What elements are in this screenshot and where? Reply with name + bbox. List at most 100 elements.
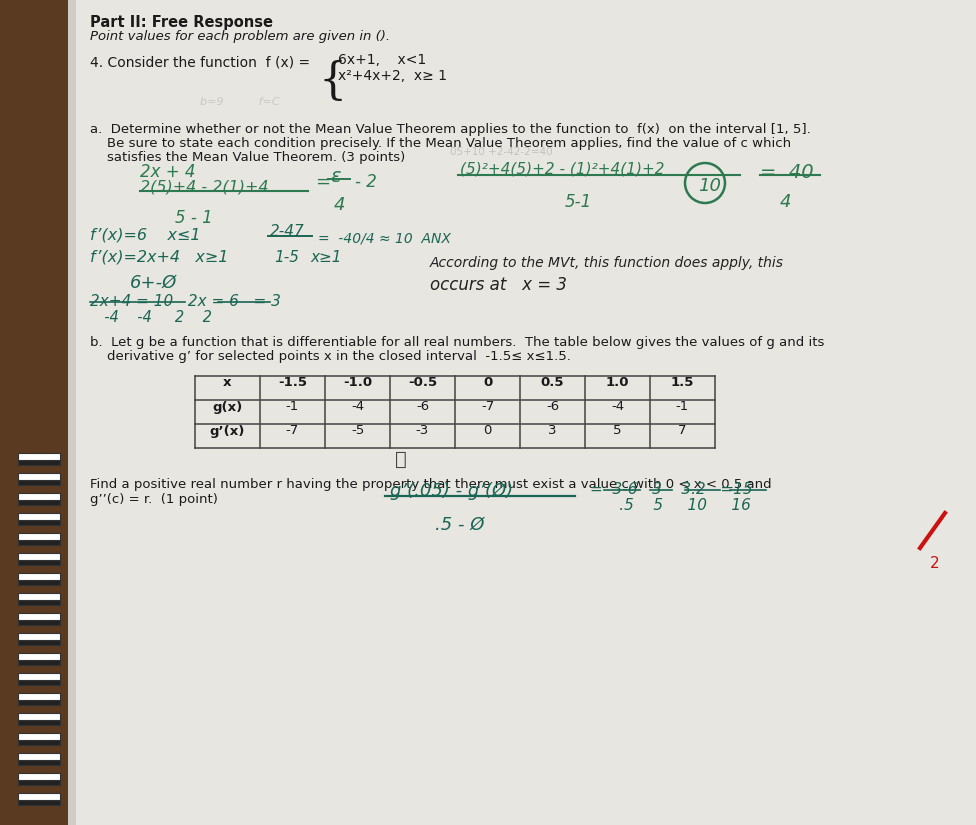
Bar [18, 700, 60, 705]
Text: b.  Let g be a function that is differentiable for all real numbers.  The table : b. Let g be a function that is different… [90, 336, 825, 349]
Bar [18, 453, 60, 465]
Text: -7: -7 [481, 400, 494, 413]
Text: Find a positive real number r having the property that there must exist a value : Find a positive real number r having the… [90, 478, 772, 491]
Bar [18, 520, 60, 525]
Text: =  40: = 40 [760, 163, 814, 182]
Bar [68, 0, 76, 825]
Bar [18, 473, 60, 485]
Text: - 2: - 2 [355, 173, 377, 191]
Text: -1.0: -1.0 [343, 376, 372, 389]
Text: x: x [224, 376, 231, 389]
Bar [18, 640, 60, 645]
Text: -3: -3 [416, 425, 429, 437]
Text: 0: 0 [483, 376, 492, 389]
Bar [18, 633, 60, 645]
Bar [18, 620, 60, 625]
Bar [18, 693, 60, 705]
Text: 4. Consider the function  f (x) =: 4. Consider the function f (x) = [90, 55, 310, 69]
Text: 5: 5 [613, 425, 622, 437]
Text: 1.0: 1.0 [606, 376, 630, 389]
Text: f’(x)=6    x≤1: f’(x)=6 x≤1 [90, 228, 200, 243]
Text: 6+-Ø: 6+-Ø [130, 274, 178, 292]
Text: x²+4x+2,  x≥ 1: x²+4x+2, x≥ 1 [338, 69, 447, 83]
Bar [18, 500, 60, 505]
Bar [18, 493, 60, 505]
Text: satisfies the Mean Value Theorem. (3 points): satisfies the Mean Value Theorem. (3 poi… [107, 151, 405, 164]
Text: 2: 2 [930, 556, 940, 571]
Bar [18, 660, 60, 665]
Text: (5)²+4(5)+2 - (1)²+4(1)+2: (5)²+4(5)+2 - (1)²+4(1)+2 [460, 161, 665, 176]
Text: Be sure to state each condition precisely. If the Mean Value Theorem applies, fi: Be sure to state each condition precisel… [107, 137, 792, 150]
Text: 4: 4 [334, 196, 346, 214]
Bar [18, 720, 60, 725]
Text: b=9          f=C: b=9 f=C [200, 97, 280, 107]
Text: f’(x)=2x+4   x≥1: f’(x)=2x+4 x≥1 [90, 250, 228, 265]
Bar [18, 533, 60, 545]
Bar [18, 713, 60, 725]
Bar [18, 760, 60, 765]
Text: .5    5     10     16: .5 5 10 16 [590, 498, 751, 513]
Bar [18, 600, 60, 605]
Bar [18, 740, 60, 745]
Text: g’(.05) - g’(Ø): g’(.05) - g’(Ø) [390, 482, 513, 500]
Bar [18, 460, 60, 465]
Text: g(x): g(x) [213, 400, 243, 413]
Text: Part II: Free Response: Part II: Free Response [90, 15, 273, 30]
Text: 05+10 +2-42-2=40: 05+10 +2-42-2=40 [450, 147, 552, 157]
Text: =  3-6   3    3.2   =15: = 3-6 3 3.2 =15 [590, 482, 752, 497]
Text: 6x+1,    x<1: 6x+1, x<1 [338, 53, 427, 67]
Text: 4: 4 [780, 193, 792, 211]
Text: 0: 0 [483, 425, 492, 437]
Text: g’’(c) = r.  (1 point): g’’(c) = r. (1 point) [90, 493, 218, 506]
Bar [18, 573, 60, 585]
Bar [18, 560, 60, 565]
Text: -1: -1 [675, 400, 689, 413]
Text: {: { [318, 60, 346, 103]
Bar [18, 593, 60, 605]
Text: -1: -1 [286, 400, 299, 413]
Bar [18, 800, 60, 805]
Bar [18, 613, 60, 625]
Bar [18, 480, 60, 485]
Text: -5: -5 [351, 425, 364, 437]
Text: 2-47: 2-47 [270, 224, 305, 239]
Text: -4: -4 [611, 400, 624, 413]
Text: g’(x): g’(x) [210, 425, 245, 437]
Bar [18, 753, 60, 765]
Text: -4: -4 [351, 400, 364, 413]
Bar [18, 553, 60, 565]
Text: 1.5: 1.5 [671, 376, 694, 389]
Bar [18, 673, 60, 685]
Text: .5 - Ø: .5 - Ø [435, 516, 484, 534]
Bar [18, 793, 60, 805]
Text: According to the MVt, this function does apply, this: According to the MVt, this function does… [430, 256, 784, 270]
Text: =: = [315, 173, 330, 191]
Text: ε: ε [330, 167, 341, 186]
Text: -1.5: -1.5 [278, 376, 307, 389]
Text: a.  Determine whether or not the Mean Value Theorem applies to the function to  : a. Determine whether or not the Mean Val… [90, 123, 811, 136]
Text: 5-1: 5-1 [565, 193, 592, 211]
Bar [18, 540, 60, 545]
Text: 5 - 1: 5 - 1 [175, 209, 213, 227]
Text: 2x + 4: 2x + 4 [140, 163, 195, 181]
Text: -7: -7 [286, 425, 299, 437]
Text: 7: 7 [678, 425, 687, 437]
Text: 2x+4 = 10   2x = 6   = 3: 2x+4 = 10 2x = 6 = 3 [90, 294, 281, 309]
Text: 1-5: 1-5 [274, 250, 299, 265]
Bar [18, 680, 60, 685]
Text: 2(5)+4 - 2(1)+4: 2(5)+4 - 2(1)+4 [140, 179, 268, 194]
Text: occurs at   x = 3: occurs at x = 3 [430, 276, 567, 294]
Text: -4    -4     2    2: -4 -4 2 2 [95, 310, 212, 325]
Text: -6: -6 [546, 400, 559, 413]
Text: Point values for each problem are given in ().: Point values for each problem are given … [90, 30, 390, 43]
Bar [18, 780, 60, 785]
Text: derivative g’ for selected points x in the closed interval  -1.5≤ x≤1.5.: derivative g’ for selected points x in t… [107, 350, 571, 363]
Bar [18, 733, 60, 745]
Bar [18, 513, 60, 525]
Bar [18, 580, 60, 585]
Text: 10: 10 [698, 177, 721, 195]
Text: x≥1: x≥1 [310, 250, 342, 265]
Text: 3: 3 [549, 425, 556, 437]
Text: =  -40/4 ≈ 10  ANX: = -40/4 ≈ 10 ANX [318, 232, 451, 246]
Bar [18, 773, 60, 785]
